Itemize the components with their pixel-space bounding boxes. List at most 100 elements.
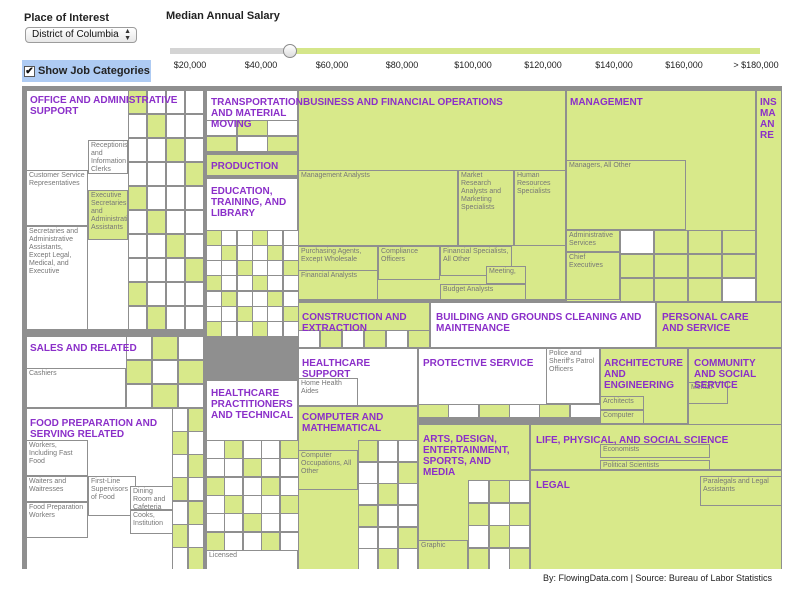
occupation-cell[interactable] — [166, 258, 185, 282]
occupation-cell[interactable] — [128, 282, 147, 306]
occupation-cell[interactable] — [188, 477, 204, 501]
occupation-cell[interactable] — [261, 440, 280, 459]
occupation-cell[interactable] — [237, 136, 268, 152]
occupation-cell[interactable] — [688, 230, 722, 254]
occupation-cell[interactable] — [147, 282, 166, 306]
occupation-cell[interactable] — [206, 477, 225, 496]
occupation-cell[interactable] — [206, 291, 222, 307]
occupation-cell[interactable] — [237, 306, 253, 322]
occupation-cell[interactable] — [283, 275, 299, 291]
occupation-cell[interactable]: Managers, All Other — [566, 160, 686, 230]
occupation-cell[interactable] — [267, 321, 283, 337]
occupation-cell[interactable] — [224, 458, 243, 477]
occupation-cell[interactable] — [152, 336, 178, 360]
occupation-cell[interactable] — [283, 291, 299, 307]
show-job-categories-toggle[interactable]: ✔ Show Job Categories — [22, 60, 151, 82]
occupation-cell[interactable] — [237, 275, 253, 291]
occupation-cell[interactable] — [364, 330, 386, 348]
occupation-cell[interactable] — [243, 532, 262, 551]
occupation-cell[interactable] — [206, 120, 237, 136]
occupation-cell[interactable] — [283, 245, 299, 261]
occupation-cell[interactable] — [468, 525, 489, 548]
occupation-cell[interactable] — [280, 513, 299, 532]
occupation-cell[interactable] — [243, 477, 262, 496]
occupation-cell[interactable]: Home Health Aides — [298, 378, 358, 406]
occupation-cell[interactable] — [280, 440, 299, 459]
occupation-cell[interactable] — [398, 483, 418, 505]
occupation-cell[interactable] — [166, 90, 185, 114]
occupation-cell[interactable] — [126, 360, 152, 384]
occupation-cell[interactable] — [489, 548, 510, 569]
occupation-cell[interactable]: Cooks, Institution — [130, 510, 174, 534]
occupation-cell[interactable] — [206, 154, 298, 176]
occupation-cell[interactable] — [172, 501, 188, 525]
occupation-cell[interactable]: Chief Executives — [566, 252, 620, 300]
occupation-cell[interactable] — [267, 120, 298, 136]
occupation-cell[interactable] — [221, 245, 237, 261]
occupation-cell[interactable] — [152, 360, 178, 384]
occupation-cell[interactable] — [267, 275, 283, 291]
occupation-cell[interactable] — [147, 258, 166, 282]
occupation-cell[interactable] — [185, 210, 204, 234]
occupation-cell[interactable] — [688, 254, 722, 278]
place-select[interactable]: District of Columbia ▲ ▼ — [25, 27, 137, 43]
occupation-cell[interactable] — [178, 336, 204, 360]
occupation-cell[interactable] — [188, 524, 204, 548]
occupation-cell[interactable] — [252, 275, 268, 291]
slider-handle[interactable] — [282, 44, 297, 58]
occupation-cell[interactable] — [221, 291, 237, 307]
occupation-cell[interactable] — [654, 230, 688, 254]
occupation-cell[interactable] — [756, 90, 782, 302]
occupation-cell[interactable] — [128, 234, 147, 258]
occupation-cell[interactable] — [147, 210, 166, 234]
occupation-cell[interactable] — [237, 230, 253, 246]
occupation-cell[interactable] — [479, 404, 510, 418]
occupation-cell[interactable] — [398, 548, 418, 569]
occupation-cell[interactable] — [185, 306, 204, 330]
occupation-cell[interactable] — [267, 136, 298, 152]
occupation-cell[interactable] — [418, 404, 449, 418]
occupation-cell[interactable] — [267, 230, 283, 246]
occupation-cell[interactable] — [688, 278, 722, 302]
occupation-cell[interactable] — [358, 483, 378, 505]
occupation-cell[interactable] — [185, 282, 204, 306]
occupation-cell[interactable] — [221, 230, 237, 246]
occupation-cell[interactable] — [468, 503, 489, 526]
occupation-cell[interactable] — [358, 440, 378, 462]
occupation-cell[interactable] — [358, 505, 378, 527]
occupation-cell[interactable] — [128, 162, 147, 186]
occupation-cell[interactable] — [172, 524, 188, 548]
occupation-cell[interactable]: Customer Service Representatives — [26, 170, 88, 226]
occupation-cell[interactable]: Food Preparation Workers — [26, 502, 88, 538]
occupation-cell[interactable] — [221, 306, 237, 322]
occupation-cell[interactable] — [267, 260, 283, 276]
occupation-cell[interactable]: Political Scientists — [600, 460, 710, 470]
occupation-cell[interactable] — [267, 291, 283, 307]
occupation-cell[interactable] — [172, 454, 188, 478]
occupation-cell[interactable] — [128, 210, 147, 234]
occupation-cell[interactable] — [489, 503, 510, 526]
occupation-cell[interactable] — [147, 186, 166, 210]
occupation-cell[interactable] — [206, 260, 222, 276]
occupation-cell[interactable] — [386, 330, 408, 348]
occupation-cell[interactable]: Cashiers — [26, 368, 126, 408]
occupation-cell[interactable] — [237, 260, 253, 276]
occupation-cell[interactable]: Economists — [600, 444, 710, 458]
occupation-cell[interactable] — [398, 462, 418, 484]
occupation-cell[interactable] — [280, 532, 299, 551]
occupation-cell[interactable] — [283, 260, 299, 276]
occupation-cell[interactable]: Budget Analysts — [440, 284, 526, 300]
occupation-cell[interactable] — [185, 162, 204, 186]
occupation-cell[interactable] — [178, 384, 204, 408]
occupation-cell[interactable] — [509, 525, 530, 548]
occupation-cell[interactable] — [509, 503, 530, 526]
occupation-cell[interactable] — [206, 306, 222, 322]
occupation-cell[interactable] — [126, 384, 152, 408]
occupation-cell[interactable] — [206, 136, 237, 152]
occupation-cell[interactable] — [224, 477, 243, 496]
occupation-cell[interactable] — [252, 321, 268, 337]
occupation-cell[interactable] — [166, 114, 185, 138]
occupation-cell[interactable] — [298, 330, 320, 348]
occupation-cell[interactable]: Graphic — [418, 540, 468, 569]
occupation-cell[interactable] — [468, 548, 489, 569]
